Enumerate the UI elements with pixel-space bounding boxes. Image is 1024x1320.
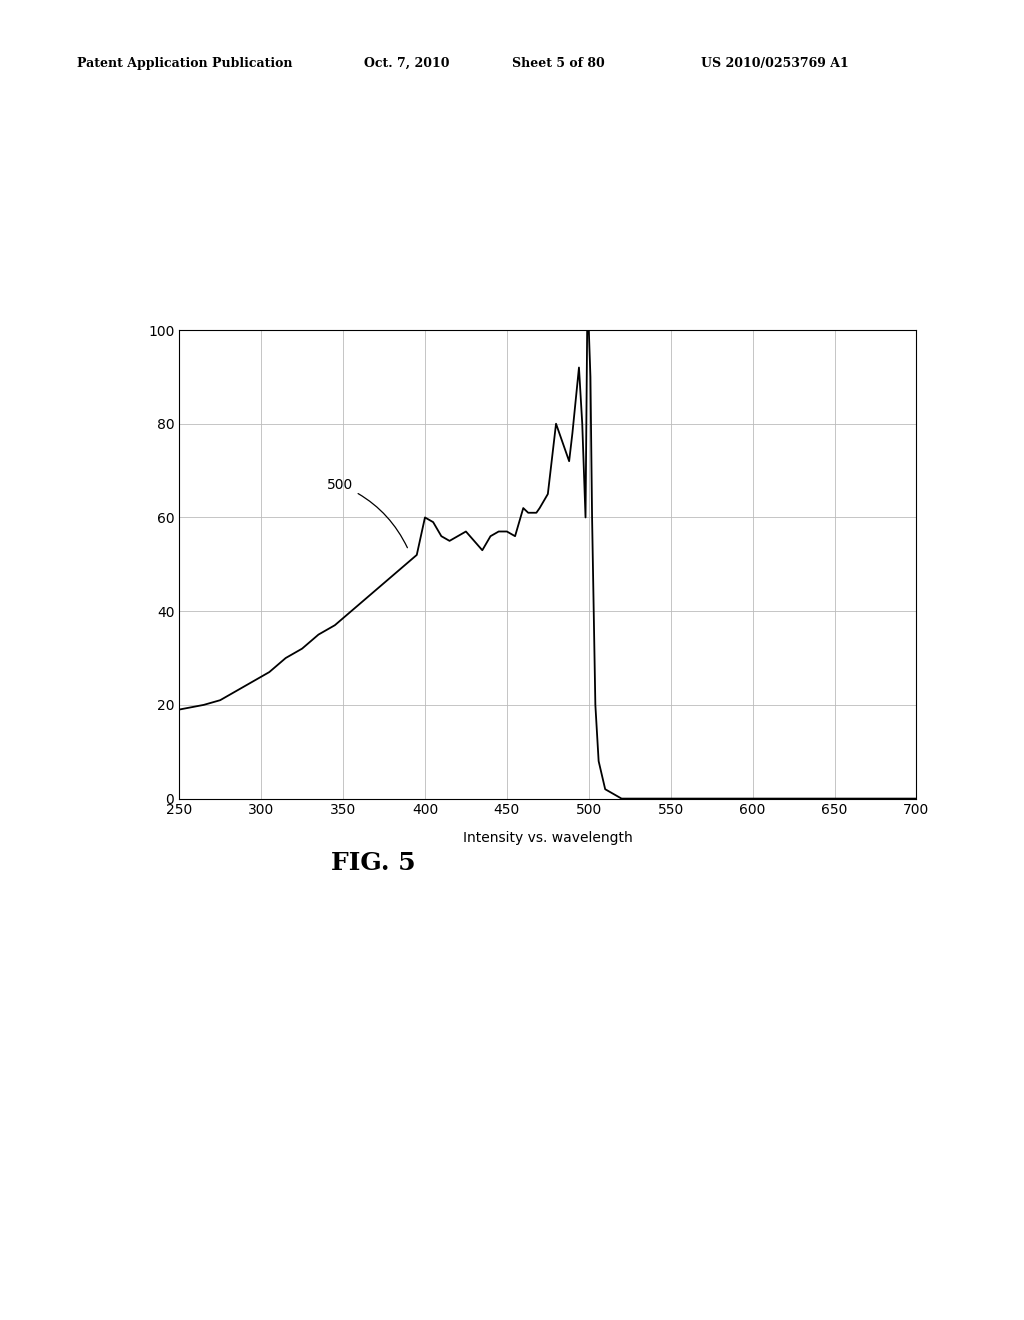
Text: Patent Application Publication: Patent Application Publication: [77, 57, 292, 70]
Text: Oct. 7, 2010: Oct. 7, 2010: [364, 57, 449, 70]
X-axis label: Intensity vs. wavelength: Intensity vs. wavelength: [463, 832, 633, 845]
Text: FIG. 5: FIG. 5: [332, 851, 416, 875]
Text: 500: 500: [327, 478, 408, 548]
Text: US 2010/0253769 A1: US 2010/0253769 A1: [701, 57, 849, 70]
Text: Sheet 5 of 80: Sheet 5 of 80: [512, 57, 605, 70]
